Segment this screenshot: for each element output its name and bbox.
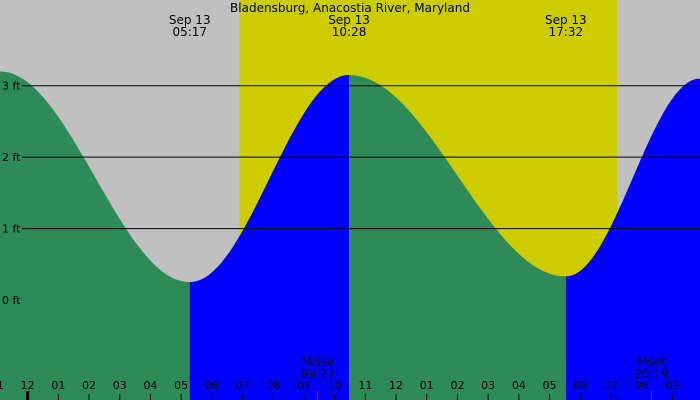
tide-date-label: Sep 13 [169,13,211,27]
hour-label: 09 [665,379,679,392]
falling-tide-area [0,71,190,400]
hour-label: 01 [420,379,434,392]
y-tick-label: 1 ft [2,223,21,236]
x-axis: 11 12 01 02 03 04 05 06 07 08 09 10 11 12 01 02 03 04 05 06… [0,379,679,400]
hour-label: 06 [205,379,219,392]
hour-label: 12 [389,379,403,392]
hour-label: 08 [635,379,649,392]
tide-date-label: Sep 13 [545,13,587,27]
y-tick-label: 3 ft [2,80,21,93]
tide-date-label: Sep 13 [328,13,370,27]
y-tick-label: 0 ft [2,294,21,307]
y-tick-label: 2 ft [2,151,21,164]
hour-label: 05 [174,379,188,392]
hour-label: 05 [543,379,557,392]
chart-title: Bladensburg, Anacostia River, Maryland [230,1,470,15]
tide-time-label: 05:17 [172,25,207,39]
hour-label: 07 [236,379,250,392]
y-axis-labels: 0 ft 1 ft 2 ft 3 ft [2,80,21,307]
tide-time-label: 17:32 [549,25,584,39]
rising-tide-area [565,78,700,400]
moon-event-label: Mset [637,355,666,369]
rising-tide-area [189,75,350,400]
hour-label: 09 [297,379,311,392]
gridlines [22,85,700,230]
falling-tide-area [349,75,566,400]
hour-label: 11 [0,379,4,392]
hour-label: 08 [266,379,280,392]
moon-event-label: Mrise [302,355,334,369]
hour-label: 03 [481,379,495,392]
hour-label: 02 [450,379,464,392]
hour-label: 10 [328,379,342,392]
hour-label: 11 [358,379,372,392]
moon-event-time: 20:19 [634,367,669,381]
hour-label: 02 [82,379,96,392]
hour-label: 04 [512,379,526,392]
moon-event-time: 09:27 [300,367,335,381]
hour-label: 06 [573,379,587,392]
hour-label: 01 [51,379,65,392]
tide-areas [0,71,700,400]
hour-label: 03 [113,379,127,392]
hour-label: 12 [21,379,35,392]
tide-time-label: 10:28 [332,25,367,39]
hour-label: 04 [143,379,157,392]
hour-label: 07 [604,379,618,392]
